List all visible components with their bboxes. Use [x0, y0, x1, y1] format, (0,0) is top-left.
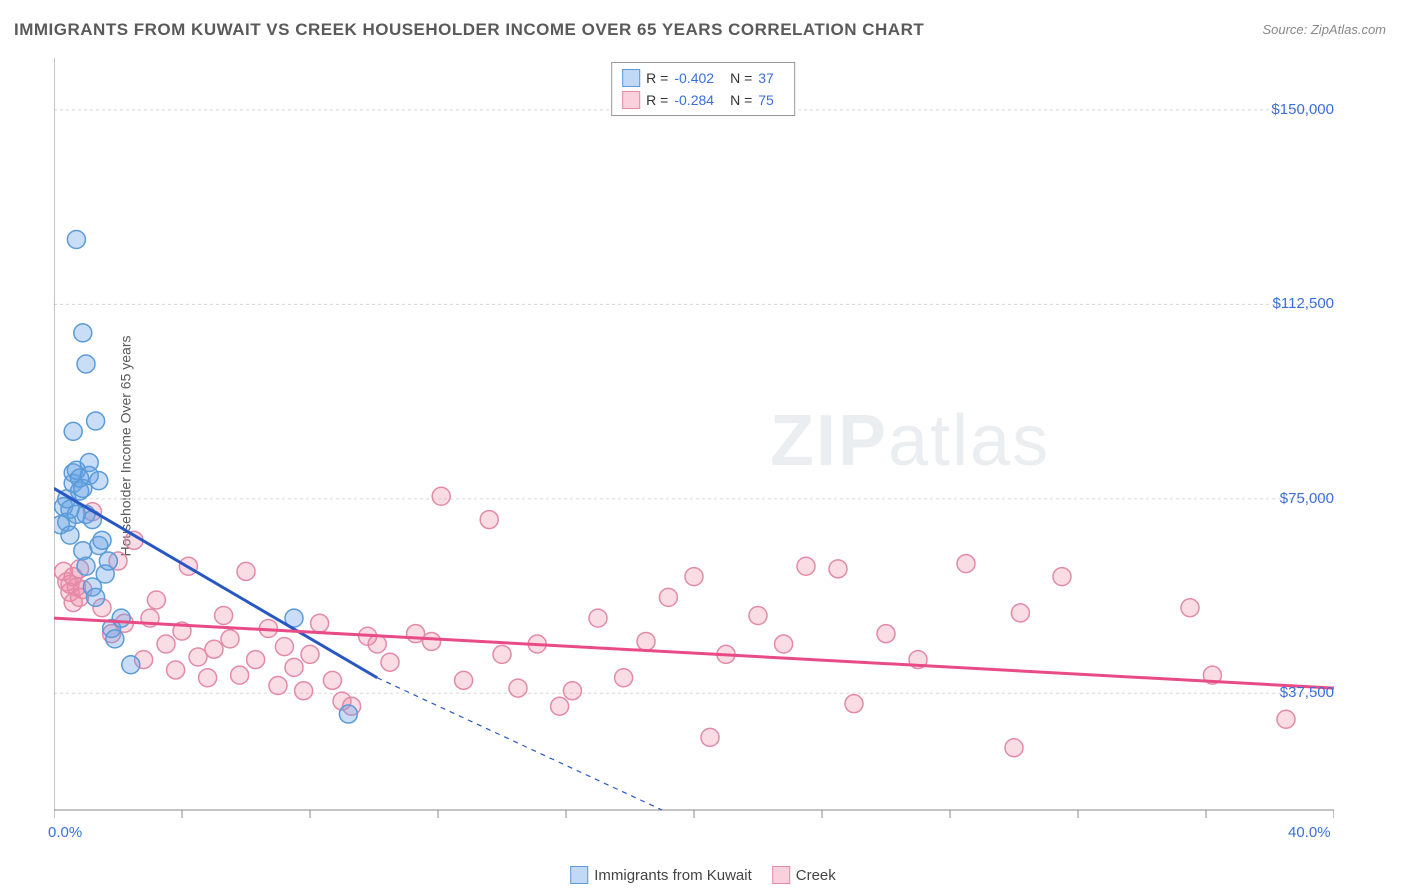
stats-legend: R = -0.402 N = 37 R = -0.284 N = 75 — [611, 62, 795, 116]
stats-row-creek: R = -0.284 N = 75 — [622, 89, 784, 111]
swatch-blue-icon — [622, 69, 640, 87]
y-tick-label: $75,000 — [1254, 490, 1334, 507]
chart-title: IMMIGRANTS FROM KUWAIT VS CREEK HOUSEHOL… — [14, 20, 924, 40]
r-label: R = — [646, 67, 668, 89]
legend-item-kuwait: Immigrants from Kuwait — [570, 866, 752, 884]
legend-label: Immigrants from Kuwait — [594, 867, 752, 884]
y-tick-label: $112,500 — [1254, 295, 1334, 312]
r-value: -0.284 — [674, 89, 714, 111]
swatch-blue-icon — [570, 866, 588, 884]
legend-label: Creek — [796, 867, 836, 884]
stats-row-kuwait: R = -0.402 N = 37 — [622, 67, 784, 89]
x-tick-label: 0.0% — [48, 824, 82, 841]
n-value: 37 — [758, 67, 774, 89]
r-label: R = — [646, 89, 668, 111]
source-label: Source: ZipAtlas.com — [1262, 22, 1386, 37]
legend-item-creek: Creek — [772, 866, 836, 884]
swatch-pink-icon — [622, 91, 640, 109]
n-label: N = — [730, 67, 752, 89]
n-label: N = — [730, 89, 752, 111]
n-value: 75 — [758, 89, 774, 111]
series-legend: Immigrants from Kuwait Creek — [570, 866, 836, 884]
scatter-chart — [54, 58, 1334, 838]
x-tick-label: 40.0% — [1288, 824, 1331, 841]
r-value: -0.402 — [674, 67, 714, 89]
y-tick-label: $37,500 — [1254, 684, 1334, 701]
swatch-pink-icon — [772, 866, 790, 884]
y-tick-label: $150,000 — [1254, 101, 1334, 118]
